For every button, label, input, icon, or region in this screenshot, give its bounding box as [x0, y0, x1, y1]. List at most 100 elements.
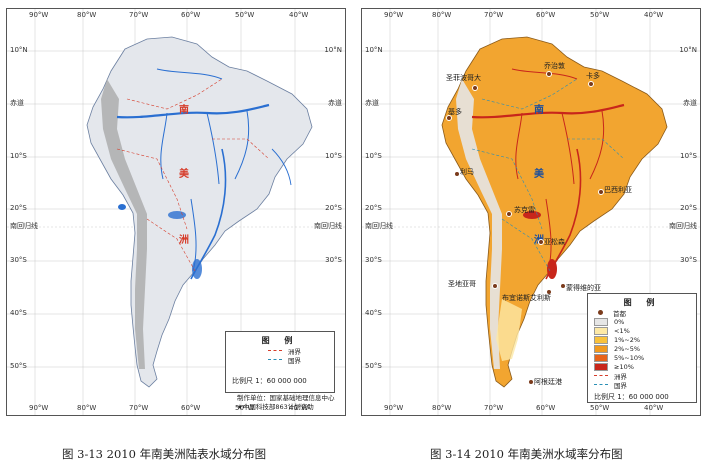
legend-row: ≥10%	[588, 362, 696, 371]
credits: 制作单位：国家基础地理信息中心 ★中国科技部863计划资助	[237, 394, 335, 412]
continent-border-swatch	[594, 375, 608, 376]
capital-marker	[546, 71, 552, 77]
city-label: 苏克雷	[514, 206, 535, 214]
figure-caption-left: 图 3-13 2010 年南美洲陆表水域分布图	[62, 447, 267, 461]
legend-row: <1%	[588, 326, 696, 335]
surface-water-map: 90°W 80°W 70°W 60°W 50°W 40°W 90°W 80°W …	[6, 8, 346, 416]
lon-label-top: 40°W	[289, 11, 309, 19]
lat-label-right: 20°S	[325, 204, 342, 212]
capital-swatch	[598, 310, 603, 315]
legend-title: 图 例	[261, 336, 299, 345]
legend-label: 0%	[614, 317, 625, 326]
scale-text: 比例尺 1：60 000 000	[232, 377, 307, 385]
lat-label-left: 10°N	[10, 46, 28, 54]
lat-label-right: 30°S	[325, 256, 342, 264]
lat-label-left: 50°S	[365, 362, 382, 370]
lat-label-right: 30°S	[680, 256, 697, 264]
lon-label-bottom: 60°W	[181, 404, 201, 412]
city-label: 蒙得维的亚	[566, 284, 601, 292]
lon-label-top: 80°W	[432, 11, 452, 19]
lon-label-top: 50°W	[590, 11, 610, 19]
legend-label: 国界	[614, 381, 627, 390]
capital-marker	[454, 171, 460, 177]
legend-row: 国界	[226, 355, 334, 365]
lake-titicaca	[118, 204, 126, 210]
lat-label-left: 20°S	[365, 204, 382, 212]
lat-label-left: 南回归线	[365, 222, 393, 230]
credit-line: 制作单位：国家基础地理信息中心	[237, 394, 335, 402]
lon-label-bottom: 90°W	[29, 404, 49, 412]
parana-delta	[192, 259, 202, 279]
lat-label-left: 10°S	[10, 152, 27, 160]
lat-label-left: 20°S	[10, 204, 27, 212]
right-legend: 图 例 首都 0% <1% 1%~2% 2%~5% 5%~10% ≥10%	[587, 293, 697, 403]
left-legend: 图 例 洲界 国界 比例尺 1：60 000 000	[225, 331, 335, 393]
city-label: 亚松森	[544, 238, 565, 246]
lon-label-top: 90°W	[29, 11, 49, 19]
lat-label-left: 30°S	[10, 256, 27, 264]
lat-label-right: 20°S	[680, 204, 697, 212]
legend-label: <1%	[614, 326, 630, 335]
lat-label-left: 南回归线	[10, 222, 38, 230]
color-swatch	[594, 353, 608, 362]
lon-label-bottom: 50°W	[235, 404, 255, 412]
city-label: 利马	[460, 168, 474, 176]
legend-row: 洲界	[226, 346, 334, 356]
continent-label: 洲	[179, 235, 189, 246]
country-border-swatch	[268, 359, 282, 360]
legend-label: 首都	[613, 309, 626, 318]
lat-label-right: 10°S	[680, 152, 697, 160]
lat-label-right: 南回归线	[669, 222, 697, 230]
andes-shading	[101, 79, 147, 369]
lon-label-top: 60°W	[181, 11, 201, 19]
lat-label-left: 40°S	[365, 309, 382, 317]
lon-label-top: 50°W	[235, 11, 255, 19]
lat-label-left: 40°S	[10, 309, 27, 317]
lon-label-bottom: 80°W	[432, 404, 452, 412]
capital-marker	[546, 289, 552, 295]
lon-label-bottom: 90°W	[384, 404, 404, 412]
lon-label-bottom: 60°W	[536, 404, 556, 412]
legend-label: 国界	[288, 356, 301, 365]
lat-label-left: 10°N	[365, 46, 383, 54]
dry-zone-shading	[456, 79, 502, 369]
legend-label: 2%~5%	[614, 344, 641, 353]
continent-label: 美	[179, 169, 189, 180]
country-borders	[116, 78, 270, 272]
credit-line: ★中国科技部863计划资助	[237, 403, 314, 411]
color-swatch	[594, 326, 608, 335]
lat-label-left: 50°S	[10, 362, 27, 370]
capital-marker	[598, 189, 604, 195]
country-borders	[471, 78, 625, 272]
capital-marker	[446, 115, 452, 121]
color-swatch	[594, 362, 608, 371]
color-swatch	[594, 317, 608, 326]
lat-label-right: 南回归线	[314, 222, 342, 230]
lat-label-left: 赤道	[10, 99, 24, 107]
legend-row: 1%~2%	[588, 335, 696, 344]
lon-label-top: 80°W	[77, 11, 97, 19]
color-swatch	[594, 344, 608, 353]
lat-label-right: 赤道	[683, 99, 697, 107]
legend-row: 首都	[588, 308, 696, 318]
lat-label-left: 30°S	[365, 256, 382, 264]
water-rate-map: 90°W 80°W 70°W 60°W 50°W 40°W 90°W 80°W …	[361, 8, 701, 416]
city-label: 圣菲波哥大	[446, 74, 481, 82]
parana-delta	[547, 259, 557, 279]
legend-row: 国界	[588, 380, 696, 390]
legend-row: 洲界	[588, 371, 696, 381]
legend-label: 5%~10%	[614, 353, 645, 362]
lat-label-right: 10°N	[324, 46, 342, 54]
figure-caption-right: 图 3-14 2010 年南美洲水域率分布图	[430, 447, 623, 461]
lat-label-left: 赤道	[365, 99, 379, 107]
lon-label-top: 90°W	[384, 11, 404, 19]
legend-title: 图 例	[623, 298, 661, 307]
legend-label: 洲界	[614, 372, 627, 381]
left-map-graphic	[7, 9, 345, 415]
lat-label-right: 赤道	[328, 99, 342, 107]
legend-label: 1%~2%	[614, 335, 641, 344]
lon-label-top: 40°W	[644, 11, 664, 19]
country-border-swatch	[594, 384, 608, 385]
lon-label-top: 70°W	[484, 11, 504, 19]
city-label: 阿根廷港	[534, 378, 562, 386]
